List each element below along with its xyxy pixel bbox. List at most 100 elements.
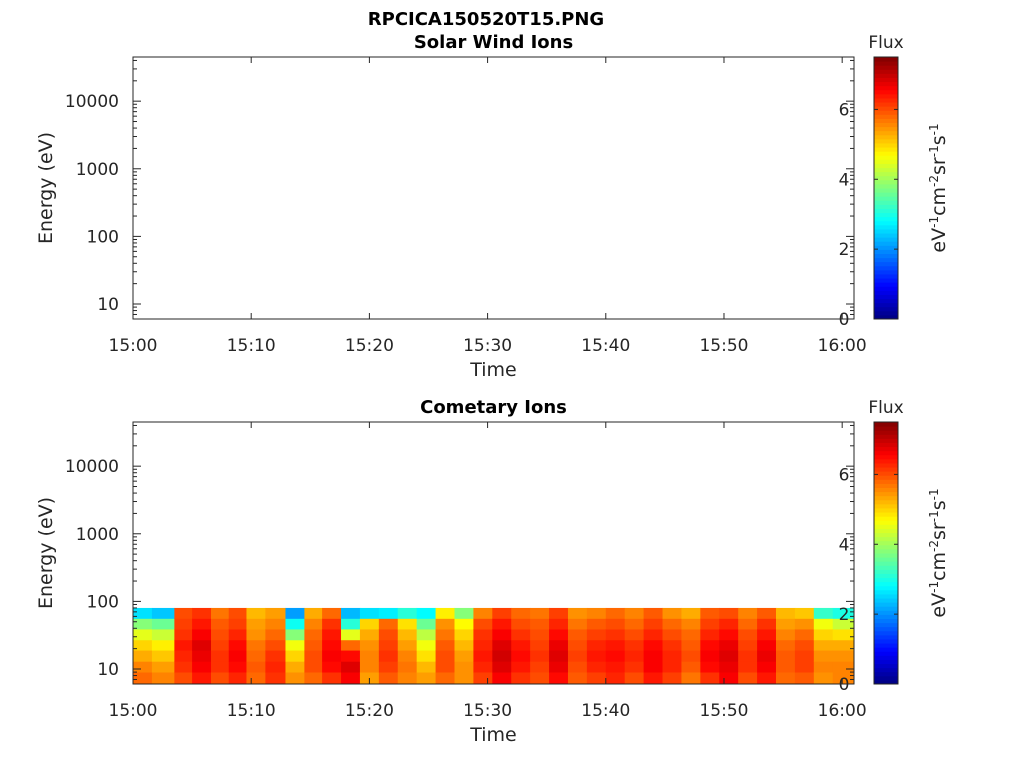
heatmap-cell (133, 661, 153, 673)
colorbar-segment (874, 487, 898, 493)
heatmap-cell (605, 661, 626, 673)
heatmap-cell (662, 672, 682, 685)
heatmap-cell (473, 650, 493, 662)
x-tick-label: 15:20 (345, 701, 394, 721)
x-tick-label: 15:40 (581, 701, 630, 721)
heatmap-cell (757, 607, 777, 619)
heatmap-cell (133, 607, 153, 619)
x-tick-label: 15:30 (463, 336, 512, 356)
colorbar-segment (874, 249, 898, 254)
colorbar-tick-label: 2 (839, 240, 850, 260)
heatmap-cell (549, 650, 569, 662)
colorbar-segment (874, 507, 898, 513)
heatmap-cell (511, 672, 531, 685)
heatmap-cell (341, 672, 361, 685)
heatmap-cell (549, 639, 569, 651)
colorbar-segment (874, 81, 898, 87)
colorbar-segment (874, 134, 898, 140)
colorbar-segment (874, 261, 898, 267)
colorbar-segment (874, 126, 898, 132)
heatmap-cell (794, 672, 815, 685)
heatmap-cell (794, 607, 815, 619)
colorbar-segment (874, 278, 898, 283)
heatmap-cell (416, 607, 436, 619)
heatmap-cell (605, 639, 626, 651)
colorbar-segment (874, 626, 898, 632)
heatmap-cell (359, 618, 380, 630)
heatmap-cell (681, 639, 701, 651)
heatmap-cell (832, 639, 855, 651)
heatmap-cell (757, 629, 777, 641)
heatmap-cell (228, 661, 247, 673)
heatmap-cell (586, 618, 607, 630)
heatmap-cell (530, 629, 550, 641)
heatmap-cell (304, 661, 323, 673)
heatmap-cell (435, 672, 455, 685)
heatmap-cell (211, 650, 230, 662)
heatmap-cell (174, 607, 193, 619)
heatmap-cell (397, 639, 418, 651)
x-tick-label: 15:10 (227, 701, 276, 721)
colorbar-segment (874, 114, 898, 119)
colorbar-segment (874, 69, 898, 74)
colorbar-segment (874, 273, 898, 279)
heatmap-cell (605, 618, 626, 630)
x-tick-label: 15:20 (345, 336, 394, 356)
heatmap-cell (265, 629, 286, 641)
heatmap-cell (511, 650, 531, 662)
colorbar-border (873, 56, 899, 320)
colorbar-segment (874, 65, 898, 70)
heatmap-cell (228, 607, 247, 619)
heatmap-cell (794, 661, 815, 673)
colorbar-segment (874, 438, 898, 443)
colorbar-segment (874, 434, 898, 439)
y-tick-label: 1000 (76, 525, 119, 545)
heatmap-cell (359, 650, 380, 662)
heatmap-cell (454, 650, 474, 662)
heatmap-cell (228, 639, 247, 651)
heatmap-cell (662, 639, 682, 651)
y-tick-label: 10 (97, 660, 119, 680)
x-tick-label: 15:40 (581, 336, 630, 356)
heatmap-cell (832, 629, 855, 641)
plot-area (133, 57, 854, 319)
colorbar-segment (874, 282, 898, 287)
heatmap-cell (265, 618, 286, 630)
heatmap-cell (719, 661, 739, 673)
heatmap-cell (304, 672, 323, 685)
heatmap-cell (719, 650, 739, 662)
colorbar-segment (874, 245, 898, 250)
x-tick-label: 15:50 (699, 336, 748, 356)
colorbar-segment (874, 204, 898, 209)
heatmap-cell (265, 650, 286, 662)
colorbar-segment (874, 454, 898, 460)
colorbar-segment (874, 483, 898, 488)
heatmap-cell (662, 650, 682, 662)
colorbar-segment (874, 294, 898, 300)
colorbar-segment (874, 634, 898, 640)
colorbar-segment (874, 179, 898, 185)
colorbar-segment (874, 159, 898, 164)
heatmap-cell (586, 672, 607, 685)
heatmap-cell (416, 650, 436, 662)
heatmap-cell (567, 661, 588, 673)
heatmap-cell (341, 618, 361, 630)
heatmap-cell (757, 661, 777, 673)
colorbar-tick-label: 6 (839, 100, 850, 120)
heatmap-cell (775, 650, 796, 662)
heatmap-cells (133, 607, 855, 685)
heatmap-cell (757, 650, 777, 662)
heatmap-cell (643, 661, 663, 673)
colorbar-segment (874, 553, 898, 558)
colorbar-segment (874, 593, 898, 599)
colorbar-segment (874, 171, 898, 177)
heatmap-cell (473, 629, 493, 641)
heatmap-cell (454, 661, 474, 673)
colorbar-segment (874, 57, 898, 62)
heatmap-cell (775, 661, 796, 673)
colorbar-segment (874, 269, 898, 275)
heatmap-cell (378, 650, 399, 662)
heatmap-cell (322, 607, 342, 619)
heatmap-cell (192, 629, 212, 641)
